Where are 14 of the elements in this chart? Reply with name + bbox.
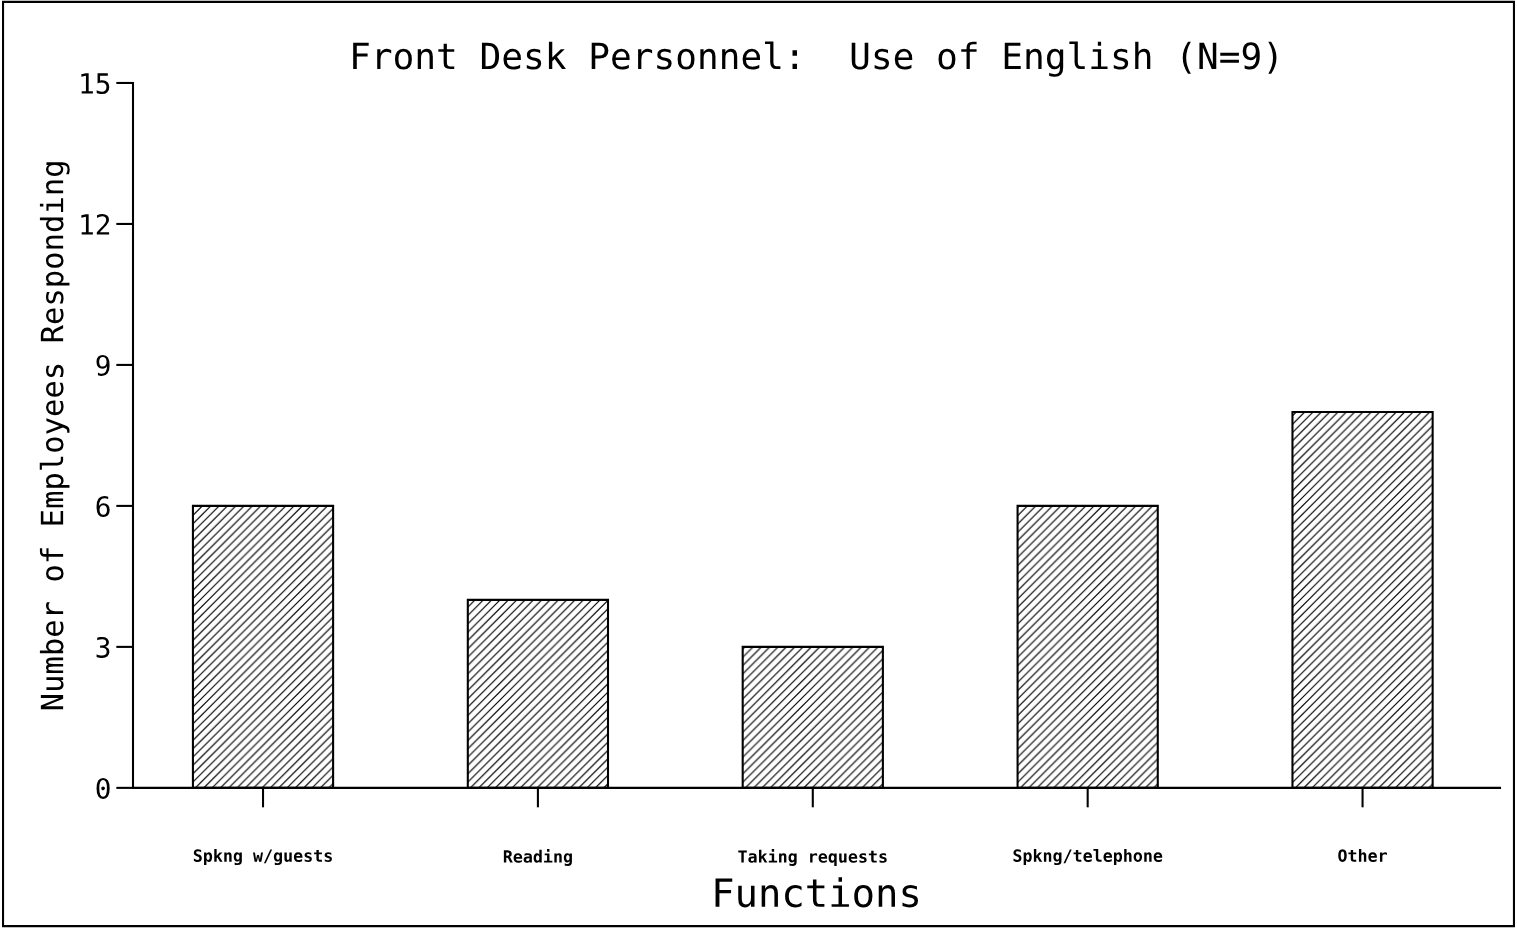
y-tick-label: 6 [96, 495, 110, 517]
y-tick-label: 0 [96, 777, 110, 799]
x-tick-label: Spkng/telephone [1013, 848, 1163, 866]
x-axis-title: Functions [715, 877, 919, 908]
y-tick-label: 9 [96, 354, 110, 376]
x-tick-label: Taking requests [738, 848, 887, 866]
y-tick-label: 3 [96, 636, 110, 658]
chart-title: Front Desk Personnel: Use of English (N=9) [353, 41, 1277, 77]
y-tick-label: 15 [81, 73, 110, 94]
y-axis-title: Number of Employees Responding [39, 162, 70, 710]
x-tick-label: Other [1338, 848, 1387, 862]
y-tick-label: 12 [81, 213, 110, 235]
x-tick-label: Spkng w/guests [193, 848, 332, 866]
x-tick-label: Reading [503, 848, 572, 866]
